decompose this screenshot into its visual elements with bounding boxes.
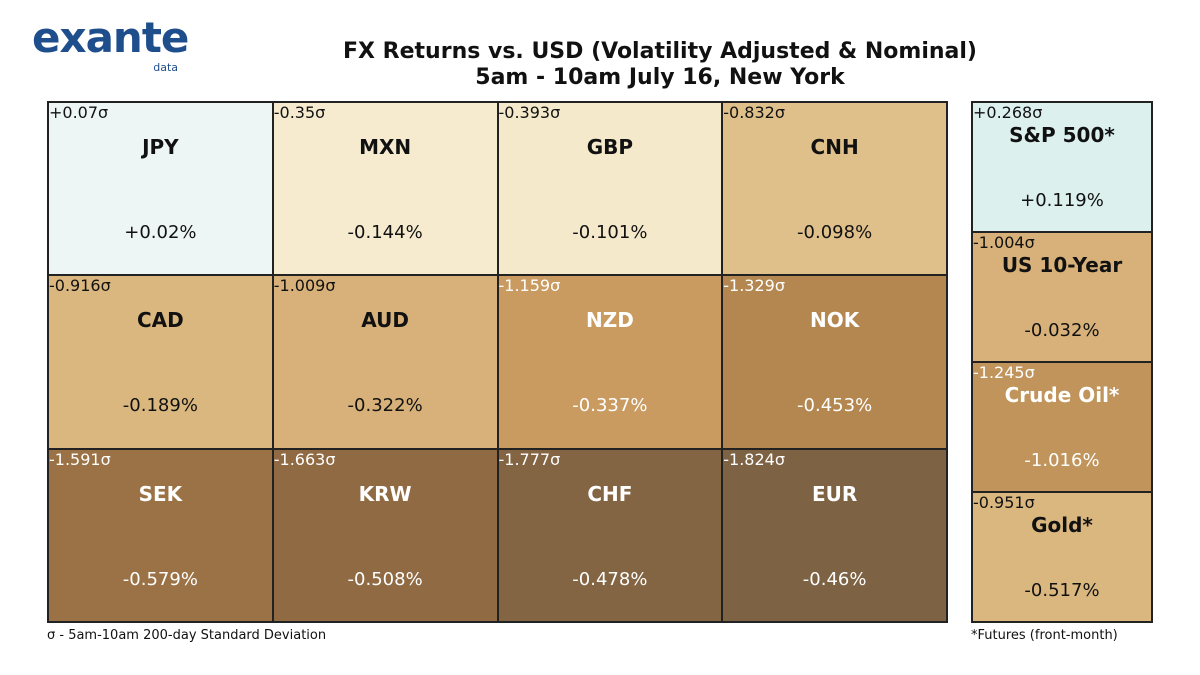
cell-percent-value: -0.032% [1024, 320, 1100, 341]
cell-label: US 10-Year [1001, 253, 1123, 277]
cell-sigma-value: -1.591σ [49, 449, 111, 469]
cell-percent-value: -0.453% [797, 395, 873, 417]
cell-label: CNH [810, 135, 859, 159]
cell-label: EUR [811, 481, 858, 506]
cell-sigma-value: -0.832σ [723, 103, 785, 122]
heatmap-cell-chf: CHF -1.777σ -0.478% [497, 448, 723, 622]
cell-sigma-value: +0.268σ [973, 103, 1043, 122]
heatmap-cell-nok: NOK -1.329σ -0.453% [722, 275, 947, 449]
cell-percent-value: -0.508% [347, 568, 423, 590]
cell-sigma-value: -0.951σ [973, 493, 1035, 512]
heatmap-cell-jpy: JPY +0.07σ +0.02% [48, 102, 273, 276]
chart-title: FX Returns vs. USD (Volatility Adjusted … [343, 39, 977, 64]
cell-label: KRW [358, 481, 412, 506]
cell-percent-value: -0.46% [802, 568, 867, 590]
heatmap-cell-mxn: MXN -0.35σ -0.144% [272, 102, 498, 276]
cell-percent-value: -0.189% [122, 395, 198, 417]
heatmap-cell-s-p-500: S&P 500* +0.268σ +0.119% [972, 102, 1152, 232]
cell-label: Crude Oil* [1004, 383, 1120, 407]
fx-heatmap-grid: JPY +0.07σ +0.02% MXN -0.35σ -0.144% GBP -0.393… [47, 101, 948, 623]
heatmap-cell-sek: SEK -1.591σ -0.579% [48, 448, 273, 622]
cell-percent-value: -0.144% [347, 222, 423, 243]
cell-label: CHF [587, 481, 633, 506]
heatmap-cell-cnh: CNH -0.832σ -0.098% [722, 102, 947, 276]
heatmap-cell-us-10-year: US 10-Year -1.004σ -0.032% [972, 232, 1152, 362]
cell-label: AUD [361, 308, 409, 333]
heatmap-cell-krw: KRW -1.663σ -0.508% [272, 448, 498, 622]
logo-wordmark: exante [32, 13, 189, 62]
cell-sigma-value: -1.663σ [273, 449, 336, 469]
cell-label: CAD [136, 308, 184, 333]
cell-sigma-value: -1.824σ [723, 449, 785, 469]
cell-sigma-value: -0.35σ [273, 103, 326, 122]
cell-percent-value: +0.02% [124, 222, 197, 243]
cell-percent-value: -0.098% [797, 222, 873, 243]
cell-percent-value: -0.478% [572, 568, 648, 590]
footnote-futures: *Futures (front-month) [971, 628, 1118, 643]
heatmap-cell-eur: EUR -1.824σ -0.46% [722, 448, 947, 622]
cell-label: SEK [138, 481, 183, 506]
cell-sigma-value: +0.07σ [49, 103, 109, 122]
cell-percent-value: -0.579% [122, 568, 198, 590]
cell-percent-value: +0.119% [1020, 190, 1104, 211]
cell-label: S&P 500* [1009, 123, 1115, 147]
heatmap-cell-gold: Gold* -0.951σ -0.517% [972, 492, 1152, 622]
cell-sigma-value: -0.393σ [498, 103, 561, 122]
heatmap-cell-aud: AUD -1.009σ -0.322% [272, 275, 498, 449]
cell-percent-value: -0.101% [572, 222, 648, 243]
cell-sigma-value: -0.916σ [49, 276, 111, 296]
heatmap-cell-nzd: NZD -1.159σ -0.337% [497, 275, 723, 449]
cell-sigma-value: -1.777σ [498, 449, 561, 469]
cell-percent-value: -0.517% [1024, 580, 1100, 601]
cell-sigma-value: -1.329σ [723, 276, 785, 296]
cell-label: JPY [142, 135, 179, 159]
cell-sigma-value: -1.009σ [273, 276, 336, 296]
chart-subtitle: 5am - 10am July 16, New York [475, 65, 845, 90]
heatmap-cell-cad: CAD -0.916σ -0.189% [48, 275, 273, 449]
exante-logo: exante data [32, 14, 189, 74]
heatmap-cell-crude-oil: Crude Oil* -1.245σ -1.016% [972, 362, 1152, 492]
cell-label: MXN [359, 135, 412, 159]
cell-label: Gold* [1031, 513, 1093, 537]
assets-heatmap-column: S&P 500* +0.268σ +0.119% US 10-Year -1.004σ -… [971, 101, 1153, 623]
footnote-sigma: σ - 5am-10am 200-day Standard Deviation [47, 628, 327, 643]
cell-label: NOK [810, 308, 860, 333]
cell-percent-value: -1.016% [1024, 450, 1100, 471]
cell-sigma-value: -1.245σ [973, 363, 1035, 382]
cell-label: NZD [585, 308, 634, 333]
cell-sigma-value: -1.159σ [498, 276, 561, 296]
heatmap-cell-gbp: GBP -0.393σ -0.101% [497, 102, 723, 276]
cell-sigma-value: -1.004σ [973, 233, 1035, 252]
cell-percent-value: -0.337% [572, 395, 648, 417]
cell-label: GBP [586, 135, 634, 159]
cell-percent-value: -0.322% [347, 395, 423, 417]
logo-subtext: data [153, 61, 178, 74]
